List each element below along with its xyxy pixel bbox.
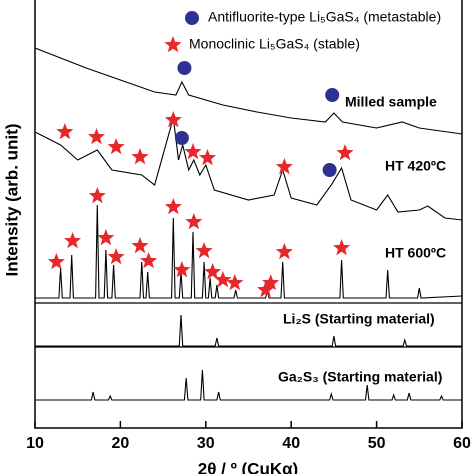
star-marker [257, 281, 275, 298]
star-marker [204, 263, 222, 280]
pattern-line [35, 204, 462, 299]
star-marker [195, 242, 213, 259]
circle-marker [322, 163, 337, 177]
star-marker [140, 252, 158, 269]
star-marker [97, 229, 115, 246]
pattern-line [35, 314, 462, 347]
star-marker [185, 213, 203, 230]
star-marker [107, 138, 125, 155]
legend-label: Monoclinic Li₅GaS₄ (stable) [189, 36, 360, 52]
pattern-line [35, 369, 462, 401]
x-tick-label: 30 [197, 435, 215, 452]
star-marker [275, 243, 293, 260]
star-marker [198, 149, 217, 166]
x-tick-label: 60 [453, 435, 471, 452]
series-label: HT 600ºC [385, 245, 446, 261]
star-marker [333, 239, 351, 256]
star-marker [47, 253, 65, 270]
legend-label: Antifluorite-type Li₅GaS₄ (metastable) [208, 9, 441, 25]
x-axis-label: 2θ / º (CuKα) [198, 459, 298, 474]
star-marker [275, 158, 293, 175]
series-label: HT 420ºC [385, 158, 446, 174]
star-marker [184, 143, 202, 160]
pattern-line [35, 117, 462, 221]
circle-marker [177, 61, 192, 75]
legend-marker [164, 36, 182, 53]
star-marker [87, 128, 105, 145]
star-marker [88, 187, 106, 204]
star-marker [64, 232, 82, 249]
star-marker [336, 144, 354, 161]
y-axis-label: Intensity (arb. unit) [2, 124, 21, 277]
series-label: Li₂S (Starting material) [283, 311, 435, 327]
star-marker [214, 271, 232, 288]
star-marker [164, 111, 182, 128]
plot-area [35, 47, 462, 401]
legend-marker [185, 11, 199, 25]
series-label: Ga₂S₃ (Starting material) [278, 369, 442, 385]
x-tick-label: 50 [368, 435, 386, 452]
circle-marker [174, 131, 189, 145]
x-tick-label: 10 [26, 435, 44, 452]
x-tick-label: 20 [112, 435, 130, 452]
star-marker [226, 274, 244, 291]
star-marker [173, 261, 191, 278]
star-marker [56, 123, 74, 140]
star-marker [164, 198, 182, 215]
star-marker [131, 237, 149, 254]
plot-frame [34, 0, 463, 429]
x-tick-label: 40 [282, 435, 300, 452]
star-marker [131, 148, 149, 165]
star-marker [262, 274, 280, 291]
pattern-line [35, 47, 462, 135]
series-label: Milled sample [345, 94, 437, 110]
star-marker [107, 248, 125, 265]
circle-marker [325, 88, 340, 102]
